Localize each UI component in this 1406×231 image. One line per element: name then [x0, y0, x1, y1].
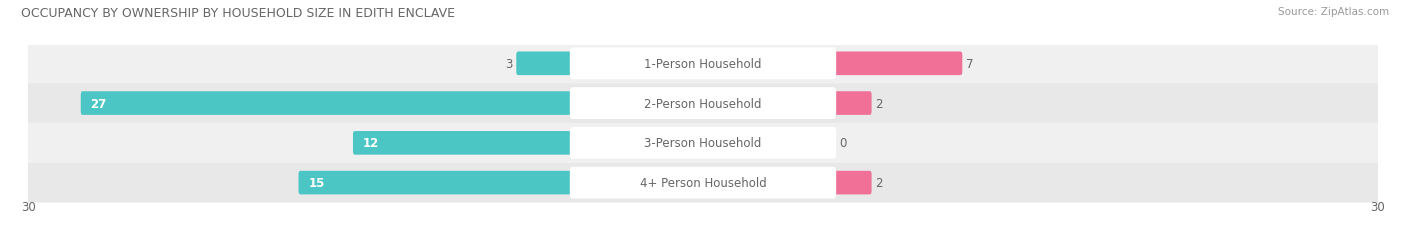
Text: 0: 0 — [839, 137, 846, 150]
FancyBboxPatch shape — [353, 131, 574, 155]
FancyBboxPatch shape — [832, 92, 872, 115]
Text: OCCUPANCY BY OWNERSHIP BY HOUSEHOLD SIZE IN EDITH ENCLAVE: OCCUPANCY BY OWNERSHIP BY HOUSEHOLD SIZE… — [21, 7, 456, 20]
FancyBboxPatch shape — [569, 48, 837, 80]
Text: 12: 12 — [363, 137, 378, 150]
FancyBboxPatch shape — [298, 171, 574, 195]
FancyBboxPatch shape — [832, 171, 872, 195]
FancyBboxPatch shape — [25, 84, 1381, 123]
FancyBboxPatch shape — [80, 92, 574, 115]
FancyBboxPatch shape — [569, 88, 837, 119]
Text: 2: 2 — [876, 97, 883, 110]
Text: 1-Person Household: 1-Person Household — [644, 58, 762, 70]
FancyBboxPatch shape — [516, 52, 574, 76]
Text: 4+ Person Household: 4+ Person Household — [640, 176, 766, 189]
Text: 30: 30 — [1371, 200, 1385, 213]
FancyBboxPatch shape — [25, 44, 1381, 84]
FancyBboxPatch shape — [569, 127, 837, 159]
Text: 2-Person Household: 2-Person Household — [644, 97, 762, 110]
Text: Source: ZipAtlas.com: Source: ZipAtlas.com — [1278, 7, 1389, 17]
Text: 3-Person Household: 3-Person Household — [644, 137, 762, 150]
Text: 7: 7 — [966, 58, 973, 70]
FancyBboxPatch shape — [25, 163, 1381, 203]
Text: 2: 2 — [876, 176, 883, 189]
Text: 27: 27 — [90, 97, 107, 110]
Text: 15: 15 — [308, 176, 325, 189]
Text: 3: 3 — [505, 58, 512, 70]
FancyBboxPatch shape — [832, 52, 962, 76]
FancyBboxPatch shape — [25, 123, 1381, 163]
Text: 30: 30 — [21, 200, 35, 213]
FancyBboxPatch shape — [569, 167, 837, 199]
